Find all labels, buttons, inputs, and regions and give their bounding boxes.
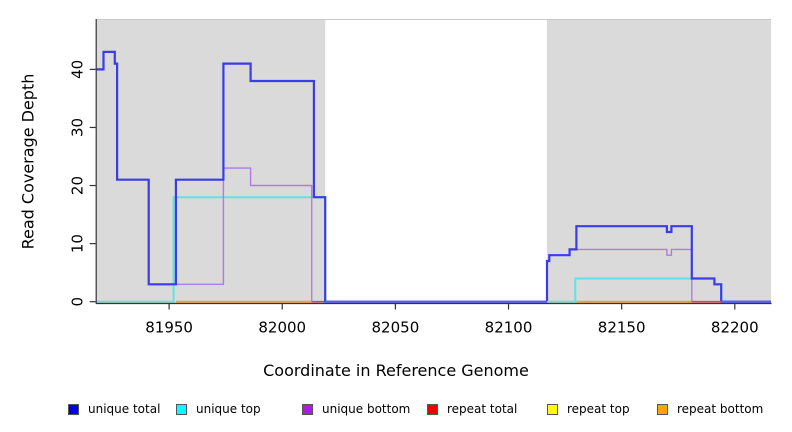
- y-tick-label: 10: [69, 234, 87, 253]
- y-axis-title: Read Coverage Depth: [18, 73, 38, 250]
- x-tick-label: 82000: [258, 319, 306, 337]
- legend-swatch-repeat-total: [427, 403, 438, 415]
- legend-swatch-unique-bottom: [302, 403, 313, 415]
- legend-item-repeat-top: repeat top: [547, 400, 630, 418]
- legend-item-unique-total: unique total: [68, 400, 160, 418]
- repeat-region-shading: [96, 20, 326, 304]
- legend-item-repeat-bottom: repeat bottom: [657, 400, 763, 418]
- x-tick-label: 82200: [711, 319, 759, 337]
- legend-swatch-repeat-top: [547, 403, 558, 415]
- y-tick-label: 20: [69, 176, 87, 195]
- legend-label: unique top: [196, 402, 261, 416]
- legend-label: unique total: [88, 402, 161, 416]
- x-tick-label: 81950: [145, 319, 193, 337]
- chart-legend: unique total unique top unique bottom repea…: [0, 400, 792, 420]
- x-tick-label: 82050: [372, 319, 420, 337]
- x-tick-label: 82100: [485, 319, 533, 337]
- legend-label: repeat bottom: [677, 402, 764, 416]
- legend-label: unique bottom: [322, 402, 411, 416]
- repeat-region-shading: [546, 20, 771, 304]
- legend-item-unique-bottom: unique bottom: [302, 400, 410, 418]
- x-axis-title: Coordinate in Reference Genome: [263, 361, 529, 380]
- legend-swatch-unique-total: [68, 403, 79, 415]
- legend-swatch-repeat-bottom: [657, 403, 668, 415]
- legend-item-unique-top: unique top: [176, 400, 261, 418]
- x-tick-label: 82150: [598, 319, 646, 337]
- y-tick-label: 40: [69, 60, 87, 79]
- legend-label: repeat total: [447, 402, 518, 416]
- legend-item-repeat-total: repeat total: [427, 400, 517, 418]
- y-tick-label: 0: [69, 297, 87, 307]
- legend-swatch-unique-top: [176, 403, 187, 415]
- y-tick-label: 30: [69, 118, 87, 137]
- legend-label: repeat top: [567, 402, 630, 416]
